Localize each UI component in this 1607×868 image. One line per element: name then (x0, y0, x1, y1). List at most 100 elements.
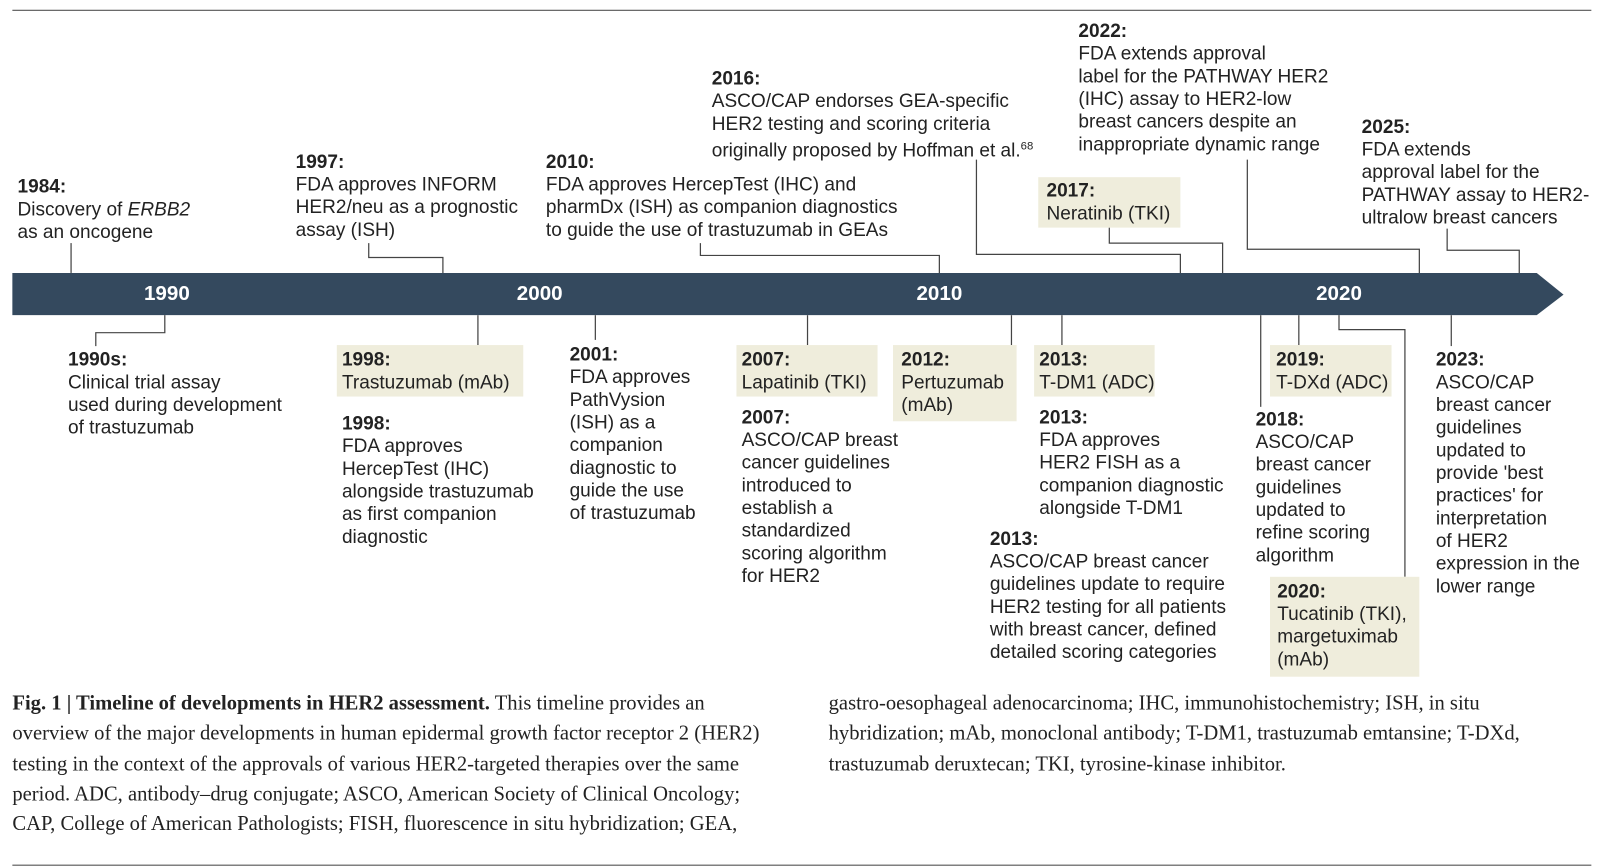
event-year: 1984: (17, 175, 67, 197)
event: 2013: T-DM1 (ADC) (1039, 348, 1154, 393)
event-emphasis: ERBB2 (127, 197, 191, 220)
event-line: (mAb) (1277, 648, 1407, 671)
event-line: algorithm (1256, 544, 1371, 567)
event-text: (ISH) as a (569, 410, 656, 433)
event: 2016: ASCO/CAP endorses GEA-specific HER2 … (712, 67, 1034, 162)
event-text: breast cancer (1255, 453, 1372, 475)
event-line: used during development (68, 393, 282, 416)
event-text: FDA approves (1039, 428, 1161, 451)
event-text: T-DM1 (ADC) (1039, 370, 1155, 393)
event-line: FDA approves (342, 435, 534, 458)
event-text: with breast cancer, defined (989, 618, 1217, 640)
event-text: label for the PATHWAY HER2 (1078, 64, 1329, 87)
event-line: Trastuzumab (mAb) (342, 371, 510, 394)
event-line: FDA approves HercepTest (IHC) and (546, 173, 898, 196)
event-line: introduced to (742, 474, 898, 497)
event-text: HER2 testing for all patients (989, 595, 1227, 617)
event-text: HER2 FISH as a (1039, 451, 1181, 473)
event-line: as an oncogene (18, 220, 191, 243)
event-year: 2012: (901, 348, 950, 370)
event-line: interpretation (1436, 507, 1580, 530)
event: 2007: Lapatinib (TKI) (742, 348, 867, 393)
event-line: Neratinib (TKI) (1046, 202, 1170, 225)
event: 2001: FDA approves PathVysion (ISH) as a com… (570, 343, 696, 524)
event: 2023: ASCO/CAP breast cancer guidelines upda… (1436, 348, 1580, 597)
event-line: Lapatinib (TKI) (742, 371, 867, 394)
event-year: 2010: (545, 150, 595, 173)
event-line: ASCO/CAP (1256, 431, 1371, 454)
event-text: breast cancer (1435, 393, 1552, 416)
event-line: label for the PATHWAY HER2 (1078, 65, 1328, 88)
event-line: of HER2 (1436, 529, 1580, 552)
event-text: to guide the use of trastuzumab in GEAs (545, 218, 889, 240)
event-line: HER2 testing and scoring criteria (712, 112, 1034, 135)
event-year: 1990s: (67, 348, 128, 370)
event-line: scoring algorithm (742, 542, 898, 565)
event-line: companion diagnostic (1039, 474, 1223, 497)
event-line: to guide the use of trastuzumab in GEAs (546, 218, 898, 241)
event-line: FDA extends approval (1078, 42, 1328, 65)
event-line: alongside T-DM1 (1039, 496, 1223, 519)
event-year: 1997: (295, 150, 345, 173)
event-line: ASCO/CAP breast (742, 428, 898, 451)
event-line: PATHWAY assay to HER2- (1362, 183, 1590, 206)
event-text: algorithm (1255, 543, 1334, 566)
event-text: ASCO/CAP breast (741, 428, 898, 451)
event-text: cancer guidelines (741, 451, 890, 473)
event-line: ASCO/CAP endorses GEA-specific (712, 90, 1034, 113)
event-text: (mAb) (901, 393, 954, 416)
event-box (1038, 177, 1181, 228)
event-text: originally proposed by Hoffman et al. (711, 139, 1021, 161)
event-text: lower range (1435, 574, 1536, 597)
event-line: refine scoring (1256, 521, 1371, 544)
event-text: practices' for (1435, 484, 1544, 506)
event-line: HER2 FISH as a (1039, 451, 1223, 474)
event-line: of trastuzumab (68, 416, 282, 439)
event-text: FDA approves INFORM (295, 173, 497, 195)
event-line: ASCO/CAP (1436, 371, 1580, 394)
event-text: breast cancers despite an (1078, 110, 1297, 132)
event-year: 2022: (1078, 19, 1128, 42)
event-line: Clinical trial assay (68, 371, 282, 394)
event-line: companion (570, 434, 696, 457)
event-box (893, 345, 1017, 422)
event-text: FDA extends approval (1078, 42, 1266, 64)
event-year: 2013: (989, 527, 1039, 549)
event-line: Discovery of ERBB2 (18, 198, 191, 221)
event-text: (IHC) assay to HER2-low (1078, 87, 1292, 110)
event-box (1034, 345, 1155, 397)
event-line: inappropriate dynamic range (1078, 133, 1328, 156)
event-year: 2001: (569, 342, 619, 365)
event: 2013: FDA approves HER2 FISH as a companion… (1039, 406, 1223, 519)
axis-label: 2010 (916, 282, 963, 306)
event-text: detailed scoring categories (989, 640, 1217, 663)
event-text: Neratinib (TKI) (1046, 201, 1171, 224)
event: 2019: T-DXd (ADC) (1276, 348, 1388, 393)
event-year: 2019: (1276, 348, 1325, 370)
event-line: margetuximab (1277, 625, 1407, 648)
event-year: 2025: (1361, 115, 1411, 137)
event-line: approval label for the (1362, 161, 1590, 184)
event-line: T-DM1 (ADC) (1039, 371, 1154, 394)
event-text: scoring algorithm (741, 541, 887, 564)
event-text: as first companion (341, 502, 497, 525)
event-text: (mAb) (1277, 647, 1330, 670)
caption: Fig. 1 | Timeline of developments in HER… (12, 689, 1588, 843)
event-text: expression in the (1435, 552, 1580, 574)
event-line: (ISH) as a (570, 411, 696, 434)
event-box (736, 345, 878, 397)
event-text: standardized (741, 519, 851, 541)
event: 1997: FDA approves INFORM HER2/neu as a pr… (296, 150, 518, 241)
event-line: standardized (742, 519, 898, 542)
event-line: for HER2 (742, 564, 898, 587)
event-line: detailed scoring categories (990, 641, 1226, 664)
event-year: 2007: (741, 348, 791, 370)
event-text: guidelines update to require (989, 572, 1226, 595)
event-text: ASCO/CAP (1255, 430, 1355, 453)
event-line: guidelines (1436, 416, 1580, 439)
event-line: T-DXd (ADC) (1276, 371, 1388, 394)
event-year: 2017: (1046, 179, 1096, 201)
event-year: 2020: (1277, 579, 1326, 602)
event-text: introduced to (741, 473, 852, 496)
event-text: interpretation (1435, 506, 1548, 529)
